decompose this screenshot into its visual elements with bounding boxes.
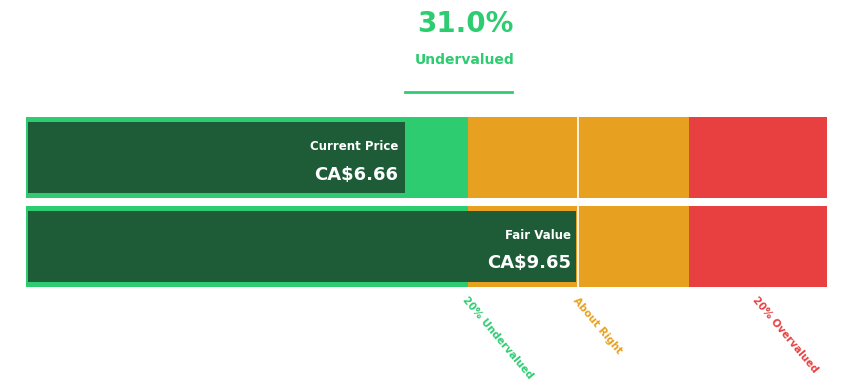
Bar: [26, 117, 467, 198]
Bar: [578, 206, 688, 287]
Bar: [688, 206, 826, 287]
Text: Undervalued: Undervalued: [415, 53, 514, 67]
Bar: [467, 117, 578, 198]
Bar: [578, 117, 688, 198]
Text: 20% Overvalued: 20% Overvalued: [750, 295, 819, 375]
Bar: [28, 211, 575, 282]
Text: 31.0%: 31.0%: [417, 10, 512, 38]
Bar: [28, 122, 404, 193]
Text: Current Price: Current Price: [309, 140, 398, 154]
Text: 20% Undervalued: 20% Undervalued: [459, 295, 534, 380]
Text: CA$6.66: CA$6.66: [314, 166, 398, 184]
Text: CA$9.65: CA$9.65: [486, 254, 571, 272]
Text: Fair Value: Fair Value: [504, 229, 571, 242]
Bar: [688, 117, 826, 198]
Bar: [26, 198, 826, 206]
Bar: [467, 206, 578, 287]
Bar: [26, 206, 467, 287]
Text: About Right: About Right: [570, 295, 623, 355]
